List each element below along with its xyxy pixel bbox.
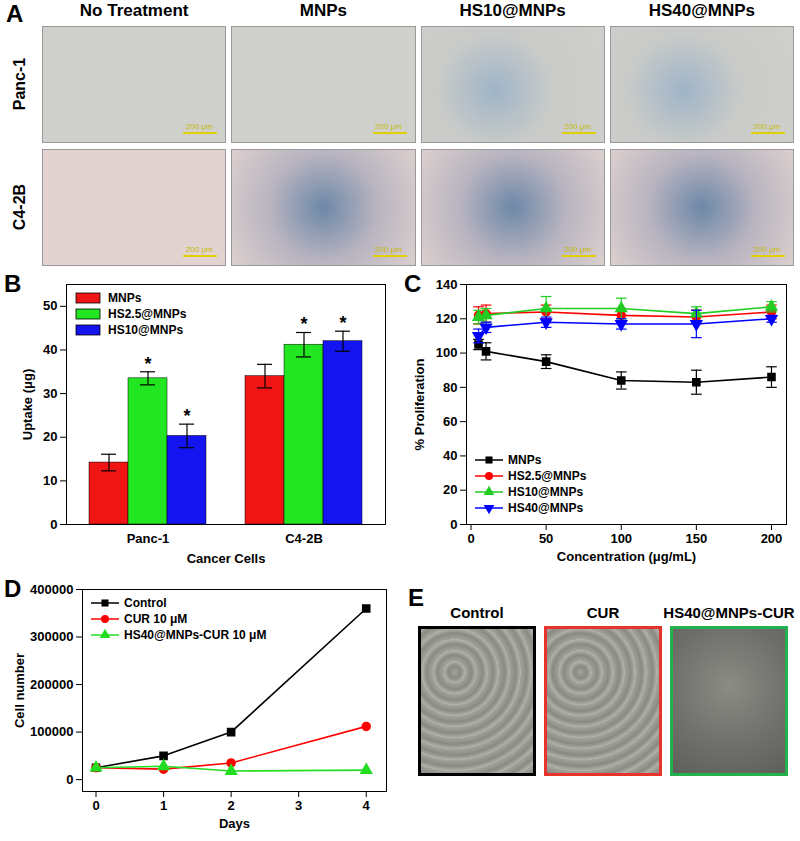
svg-text:*: * [339,313,346,333]
html-text:HS10@MNPs: HS10@MNPs [459,1,566,20]
svg-text:Days: Days [219,816,250,831]
svg-text:0: 0 [467,531,474,546]
svg-text:400000: 400000 [30,582,73,597]
html-text:200 μm: 200 μm [753,122,781,131]
svg-text:100: 100 [610,531,632,546]
svg-text:0: 0 [92,798,99,813]
svg-text:*: * [183,406,190,426]
svg-text:300000: 300000 [30,629,73,644]
svg-text:80: 80 [443,380,457,395]
svg-text:*: * [300,314,307,334]
html-text:CUR: CUR [586,604,620,621]
svg-text:Concentration (μg/mL): Concentration (μg/mL) [557,549,696,564]
svg-text:1: 1 [160,798,167,813]
html-text:200 μm: 200 μm [375,245,402,254]
html-text:Panc-1: Panc-1 [11,57,28,110]
svg-text:Cancer Cells: Cancer Cells [187,551,266,566]
html-text:Control: Control [450,604,504,621]
svg-text:% Proliferation: % Proliferation [412,359,427,451]
svg-text:2: 2 [228,798,235,813]
html-text:HS10@MNPs: HS10@MNPs [508,485,584,499]
html-text:C4-2B: C4-2B [11,183,28,230]
svg-text:40: 40 [43,342,57,357]
html-text:200 μm: 200 μm [185,245,213,254]
svg-text:50: 50 [43,298,57,313]
html-text:HS40@MNPs: HS40@MNPs [648,1,755,20]
html-text:C: C [404,270,422,297]
html-text:E: E [408,584,424,611]
svg-text:60: 60 [443,414,457,429]
svg-text:3: 3 [295,798,302,813]
html-text:200 μm: 200 μm [564,245,592,254]
html-text:200 μm: 200 μm [375,122,402,131]
svg-text:20: 20 [43,429,57,444]
svg-text:100: 100 [436,345,458,360]
svg-text:40: 40 [443,448,457,463]
html-text:200 μm: 200 μm [185,122,213,131]
svg-text:200000: 200000 [30,677,73,692]
svg-text:100000: 100000 [30,724,73,739]
html-text:MNPs: MNPs [108,291,142,305]
svg-text:10: 10 [43,473,57,488]
svg-text:Panc-1: Panc-1 [127,531,170,546]
svg-text:Uptake (μg): Uptake (μg) [20,369,35,441]
html-text:B: B [4,270,22,297]
html-text:MNPs: MNPs [299,1,347,20]
html-text:HS40@MNPs-CUR: HS40@MNPs-CUR [663,604,795,621]
svg-text:50: 50 [539,531,553,546]
svg-text:200: 200 [761,531,783,546]
svg-text:120: 120 [436,311,458,326]
html-text:HS10@MNPs: HS10@MNPs [108,323,184,337]
html-text:HS2.5@MNPs: HS2.5@MNPs [108,307,187,321]
html-text:HS2.5@MNPs: HS2.5@MNPs [508,469,587,483]
svg-text:0: 0 [450,517,457,532]
svg-text:150: 150 [686,531,708,546]
svg-text:*: * [144,354,151,374]
html-text:200 μm: 200 μm [753,245,781,254]
html-text:No Treatment: No Treatment [79,1,189,20]
html-text:MNPs: MNPs [508,453,542,467]
svg-text:0: 0 [50,517,57,532]
svg-text:20: 20 [443,482,457,497]
svg-text:0: 0 [66,772,73,787]
html-text:Control: Control [124,596,167,610]
svg-text:4: 4 [363,798,371,813]
html-text:HS40@MNPs: HS40@MNPs [508,501,584,515]
svg-text:Cell number: Cell number [12,653,27,728]
html-text:A: A [6,0,24,27]
html-text:CUR 10 μM: CUR 10 μM [124,612,188,626]
html-text:D: D [4,575,22,602]
html-text:200 μm: 200 μm [564,122,592,131]
svg-text:30: 30 [43,386,57,401]
html-text:HS40@MNPs-CUR 10 μM: HS40@MNPs-CUR 10 μM [124,628,267,642]
svg-text:C4-2B: C4-2B [285,531,323,546]
svg-text:140: 140 [436,277,458,292]
